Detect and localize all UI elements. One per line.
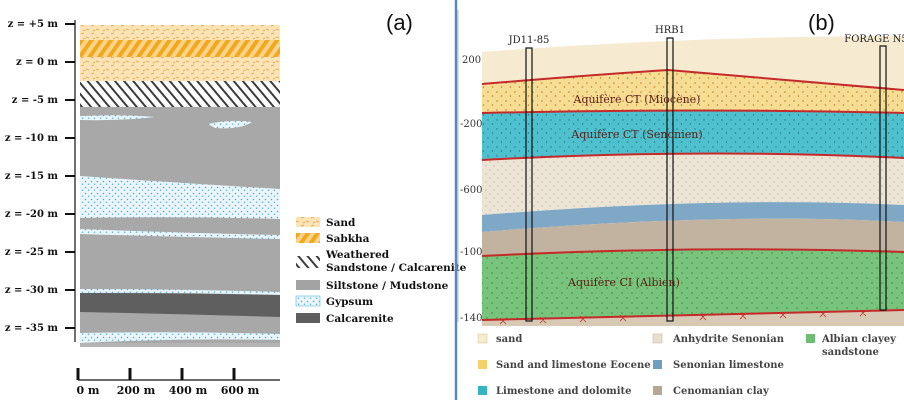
legend-swatch-sand (296, 217, 320, 227)
anhydrite-unit (482, 153, 904, 215)
distance-label: 200 m (117, 384, 156, 397)
legend-label: Siltstone / Mudstone (326, 280, 449, 292)
aquifer-label: Aquifère CT (Senonien) (570, 128, 702, 141)
well-forage-n5 (879, 45, 887, 311)
gypsum-layer (80, 332, 280, 343)
legend-label: Sand and limestone Eocene (496, 360, 651, 371)
distance-label: 600 m (221, 384, 260, 397)
depth-label: z = +5 m (8, 19, 59, 30)
senonian-limestone (482, 202, 904, 232)
legend-label: sand (496, 334, 522, 345)
legend-label: Limestone and dolomite (496, 386, 632, 397)
well-label: JD11-85 (508, 35, 550, 46)
sabkha-layer (80, 40, 280, 57)
depth-label: z = -5 m (12, 95, 59, 106)
legend-swatch-sand-limestone (478, 360, 487, 369)
legend-label: Cenomanian clay (673, 386, 770, 397)
senonian-aquifer (482, 110, 904, 160)
elevation-label: -600 (460, 185, 482, 196)
gypsum-layer (80, 176, 280, 219)
legend-swatch-sand (477, 333, 488, 344)
elevation-label: 200 (462, 55, 481, 66)
well-hrb1 (666, 37, 674, 322)
legend-label: Weathered Sandstone / Calcarenite (325, 249, 467, 274)
wells (525, 37, 887, 322)
panel-a-label: (a) (386, 10, 413, 35)
aquifer-boundaries (481, 68, 904, 321)
gypsum-lens (208, 120, 252, 129)
depth-label: z = -15 m (5, 171, 59, 182)
elevation-label: -200 (460, 119, 482, 130)
section-b (481, 36, 904, 326)
panel-b: 200 -200 -600 -1000 -1400 (457, 10, 904, 397)
legend-label: Albian clayey sandstone (821, 334, 899, 358)
depth-label: z = -20 m (5, 209, 59, 220)
weathered-layer (80, 81, 280, 107)
miocene-aquifer (482, 70, 904, 113)
cenomanian-clay (482, 218, 904, 256)
legend-label: Senonian limestone (673, 360, 784, 371)
panel-a: z = +5 m z = 0 m z = -5 m z = -10 m z = … (5, 10, 467, 397)
legend-label: Sabkha (326, 233, 370, 245)
base-unit (482, 310, 904, 326)
aquifer-label: Aquifère CT (Miocène) (573, 93, 701, 106)
gypsum-lens (80, 115, 155, 121)
legend-label: Gypsum (326, 296, 373, 308)
legend-b: sand Sand and limestone Eocene Limestone… (477, 333, 899, 397)
gypsum-layer (80, 289, 280, 295)
depth-label: z = -35 m (5, 323, 59, 334)
legend-swatch-calcarenite (296, 313, 320, 323)
well-label: FORAGE N5 (844, 34, 904, 45)
depth-label: z = -10 m (5, 133, 59, 144)
legend-label: Sand (326, 217, 356, 229)
legend-swatch-anhydrite (652, 333, 663, 344)
gypsum-layer (80, 229, 280, 239)
legend-swatch-gypsum (295, 295, 321, 307)
base-hatch (499, 309, 867, 325)
siltstone-base (80, 343, 280, 347)
distance-axis: 0 m 200 m 400 m 600 m (76, 368, 280, 397)
legend-swatch-limestone-dolomite (478, 386, 487, 395)
legend-a: Sand Sabkha Weathered Sandstone / Calcar… (295, 217, 467, 325)
legend-swatch-albian (806, 334, 815, 343)
aquifer-label: Aquifère CI (Albien) (567, 276, 680, 289)
section-a (80, 25, 280, 347)
depth-label: z = 0 m (16, 57, 58, 68)
elevation-label: -1000 (460, 247, 489, 258)
depth-label: z = -25 m (5, 247, 59, 258)
elevation-label: -1400 (460, 313, 489, 324)
calcarenite-layer (80, 293, 280, 317)
legend-swatch-cenomanian-clay (653, 386, 662, 395)
panel-b-label: (b) (808, 10, 835, 35)
legend-swatch-weathered (296, 256, 320, 268)
albian-aquifer (482, 249, 904, 320)
legend-swatch-senonian-limestone (653, 360, 662, 369)
depth-label: z = -30 m (5, 285, 59, 296)
well-jd11-85 (525, 47, 533, 322)
legend-label: Calcarenite (326, 313, 394, 325)
legend-swatch-siltstone (296, 280, 320, 290)
distance-label: 400 m (169, 384, 208, 397)
well-label: HRB1 (655, 25, 685, 36)
distance-label: 0 m (76, 384, 99, 397)
legend-swatch-sabkha (296, 233, 320, 243)
legend-label: Anhydrite Senonian (672, 334, 785, 345)
depth-ticks (65, 23, 75, 329)
